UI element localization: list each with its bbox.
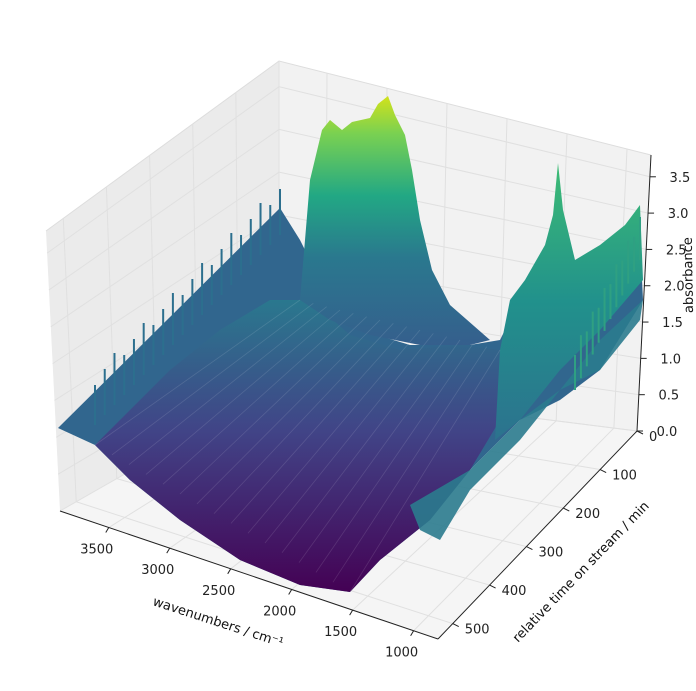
x-tick-mark: [105, 527, 110, 533]
y-tick-mark: [563, 507, 570, 512]
z-tick-label: 1.0: [660, 352, 681, 367]
axes: [59, 154, 652, 640]
mesh-line: [281, 336, 447, 554]
surface-peak-1: [300, 96, 490, 345]
mesh-line: [315, 343, 474, 573]
x-tick-label: 3000: [141, 563, 174, 578]
y-ticks: 0 100 200 300 400 500: [452, 430, 657, 638]
mesh-line: [247, 329, 421, 534]
surface-front-band: [410, 300, 643, 540]
mesh-line: [349, 349, 501, 593]
x-tick-label: 1500: [324, 625, 357, 640]
y-tick-label: 300: [538, 546, 563, 561]
mesh-line: [213, 323, 394, 514]
mesh-line: [94, 299, 301, 446]
z-tick-label: 2.5: [666, 243, 687, 258]
y-tick-label: 400: [502, 584, 527, 599]
mesh-line: [111, 303, 314, 456]
y-tick-label: 200: [575, 507, 600, 522]
x-tick-label: 2500: [202, 584, 235, 599]
z-axis-label: absorbance: [681, 237, 696, 313]
x-tick-mark: [227, 568, 232, 575]
y-tick-label: 0: [649, 430, 657, 445]
y-tick-label: 500: [465, 623, 490, 638]
y-tick-mark: [489, 584, 496, 589]
z-tick-label: 3.0: [668, 207, 689, 222]
mesh-line: [145, 309, 341, 475]
mesh-line: [230, 326, 407, 524]
z-ticks: 0.0 0.5 1.0 1.5 2.0 2.5 3.0 3.5: [637, 171, 690, 440]
x-tick-mark: [166, 547, 171, 554]
y-tick-mark: [452, 623, 459, 628]
z-axis-line: [636, 154, 652, 432]
y-tick-mark: [599, 469, 607, 473]
y-tick-mark: [526, 546, 533, 551]
x-tick-mark: [410, 630, 415, 636]
z-tick-label: 3.5: [670, 171, 691, 186]
mesh-line: [298, 339, 461, 563]
x-axis-line: [59, 510, 439, 640]
mesh-line: [179, 316, 367, 495]
x-tick-label: 1000: [385, 646, 418, 661]
surface-peak-2: [495, 163, 643, 440]
x-tick-mark: [288, 589, 293, 595]
z-tick-label: 2.0: [664, 280, 685, 295]
x-tick-label: 3500: [80, 543, 113, 558]
surface-trough: [95, 300, 500, 592]
mesh-line: [162, 313, 354, 485]
y-tick-label: 100: [612, 469, 637, 484]
x-tick-mark: [349, 609, 354, 616]
mesh-line: [264, 333, 434, 544]
mesh-line: [332, 346, 488, 583]
mesh-line: [128, 306, 327, 465]
z-tick-label: 0.0: [657, 425, 678, 440]
surface: [58, 96, 643, 593]
z-tick-label: 0.5: [658, 389, 679, 404]
y-axis-line: [437, 430, 638, 640]
x-tick-label: 2000: [263, 604, 296, 619]
x-axis-label: wavenumbers / cm⁻¹: [151, 595, 285, 651]
z-tick-label: 1.5: [662, 316, 683, 331]
mesh-line: [196, 319, 381, 505]
surface-mesh: [94, 189, 641, 593]
x-ticks: 3500 3000 2500 2000 1500 1000: [80, 527, 418, 661]
